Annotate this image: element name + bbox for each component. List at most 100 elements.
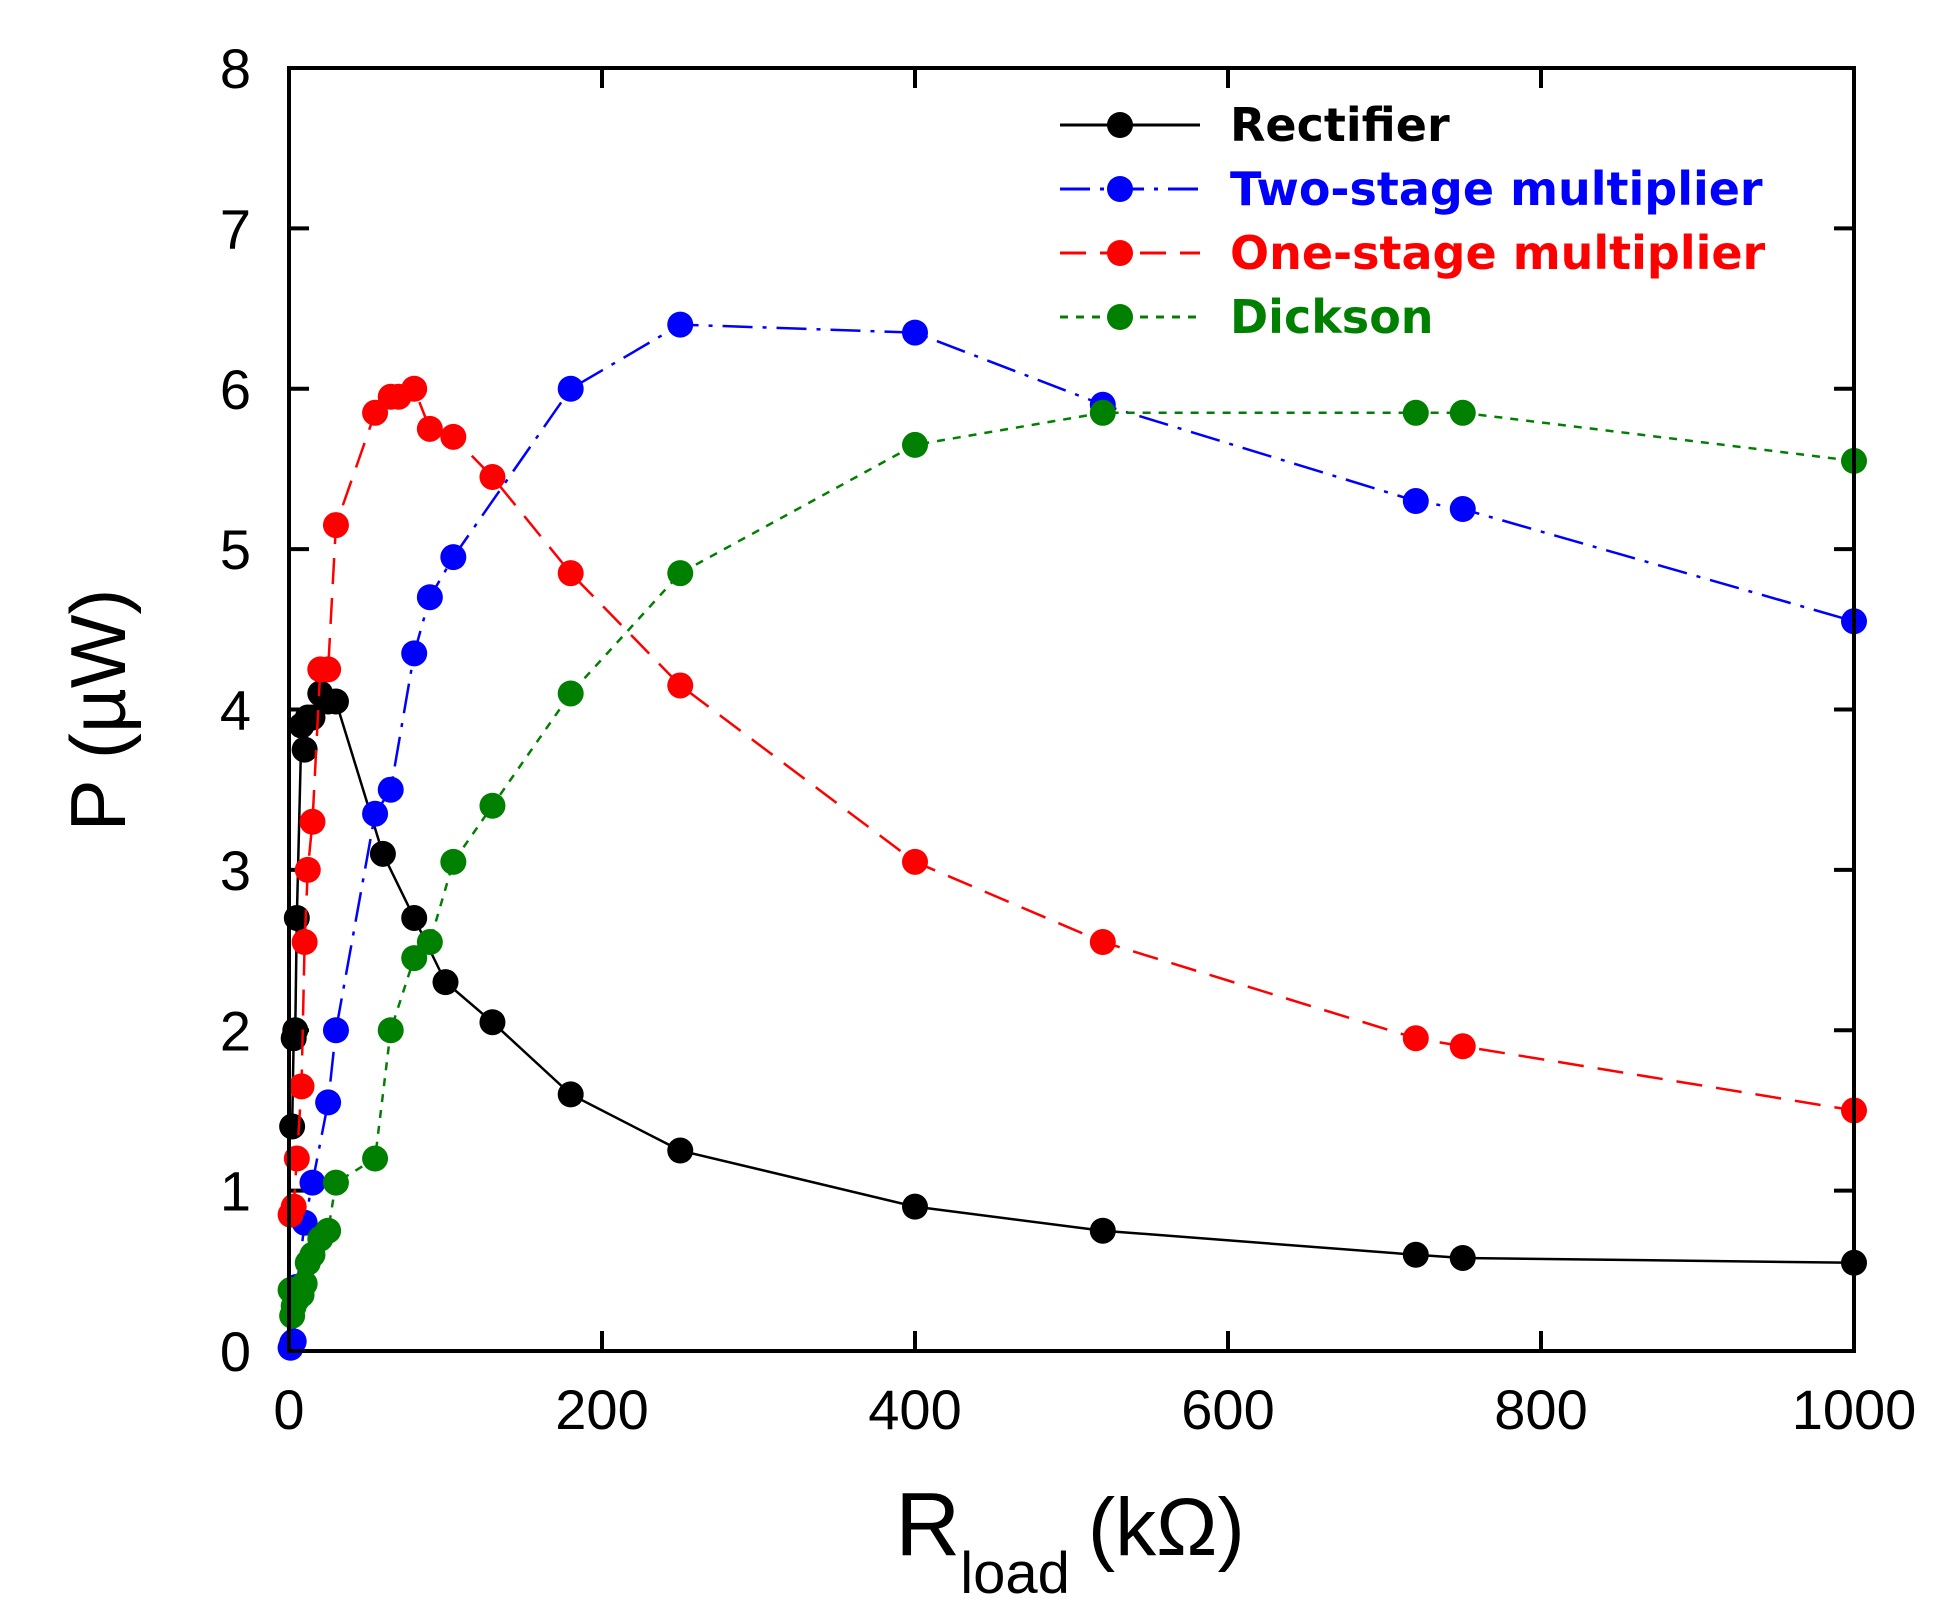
legend-marker-one-stage-multiplier (1107, 240, 1133, 266)
data-point-two-stage-multiplier (1449, 496, 1476, 523)
data-point-two-stage-multiplier (440, 544, 467, 571)
x-axis-title-unit: (kΩ) (1088, 1482, 1245, 1573)
series-two-stage-multiplier (277, 311, 1867, 1361)
data-point-rectifier (279, 1113, 306, 1140)
x-tick-label: 800 (1494, 1378, 1587, 1441)
legend: Rectifier Two-stage multiplier One-stage m… (1060, 98, 1766, 344)
data-point-two-stage-multiplier (322, 1017, 349, 1044)
data-point-rectifier (1402, 1241, 1429, 1268)
data-point-two-stage-multiplier (667, 311, 694, 338)
series-line-one-stage-multiplier (289, 387, 1855, 1216)
data-point-two-stage-multiplier (557, 375, 584, 402)
tick-labels-layer: 0 200 400 600 800 1000 0 1 2 3 4 5 6 7 8 (220, 37, 1916, 1441)
data-point-dickson (362, 1145, 389, 1172)
data-point-dickson (322, 1169, 349, 1196)
data-point-dickson (902, 431, 928, 458)
data-point-rectifier (902, 1193, 928, 1220)
x-axis-title-main: R (895, 1475, 960, 1575)
data-point-rectifier (432, 969, 459, 996)
y-tick-label: 1 (220, 1160, 251, 1223)
y-tick-label: 2 (220, 999, 251, 1062)
x-axis-title: Rload (kΩ) (895, 1475, 1245, 1606)
data-point-dickson (315, 1217, 342, 1244)
data-point-rectifier (401, 904, 428, 931)
y-tick-label: 7 (220, 197, 251, 260)
data-point-dickson (401, 945, 428, 972)
x-tick-label: 600 (1181, 1378, 1274, 1441)
data-point-one-stage-multiplier (1089, 929, 1116, 956)
series-line-dickson (289, 411, 1855, 1316)
y-tick-label: 4 (220, 679, 251, 742)
data-point-one-stage-multiplier (401, 375, 428, 402)
x-tick-label: 1000 (1792, 1378, 1917, 1441)
y-tick-label: 8 (220, 37, 251, 100)
y-axis-title: P (µW) (54, 589, 142, 832)
data-point-two-stage-multiplier (299, 1169, 326, 1196)
data-point-rectifier (282, 1017, 309, 1044)
legend-label-rectifier: Rectifier (1230, 98, 1450, 152)
data-point-two-stage-multiplier (416, 584, 443, 611)
data-point-two-stage-multiplier (401, 640, 428, 667)
data-point-two-stage-multiplier (362, 800, 389, 827)
data-point-one-stage-multiplier (322, 512, 349, 539)
legend-marker-dickson (1107, 304, 1133, 330)
data-point-rectifier (1449, 1244, 1476, 1271)
data-point-rectifier (369, 840, 396, 867)
series-line-rectifier (290, 691, 1855, 1265)
data-point-one-stage-multiplier (479, 463, 506, 490)
data-point-one-stage-multiplier (299, 808, 326, 835)
series-layer (277, 311, 1867, 1361)
series-dickson (277, 399, 1867, 1329)
data-point-dickson (667, 560, 694, 587)
y-tick-label: 5 (220, 518, 251, 581)
y-tick-label: 6 (220, 358, 251, 421)
data-point-dickson (1402, 399, 1429, 426)
plot-frame (287, 66, 1856, 1353)
data-point-one-stage-multiplier (667, 672, 694, 699)
data-point-one-stage-multiplier (1449, 1033, 1476, 1060)
data-point-one-stage-multiplier (294, 856, 321, 883)
data-point-rectifier (667, 1137, 694, 1164)
series-line-two-stage-multiplier (289, 323, 1855, 1349)
data-point-two-stage-multiplier (1402, 488, 1429, 515)
data-point-rectifier (479, 1009, 506, 1036)
y-tick-label: 3 (220, 839, 251, 902)
data-point-one-stage-multiplier (1402, 1025, 1429, 1052)
data-point-dickson (416, 929, 443, 956)
y-tick-label: 0 (220, 1320, 251, 1383)
data-point-dickson (291, 1270, 318, 1297)
legend-label-one-stage-multiplier: One-stage multiplier (1230, 226, 1766, 280)
data-point-one-stage-multiplier (288, 1073, 315, 1100)
legend-marker-rectifier (1107, 112, 1133, 138)
data-point-one-stage-multiplier (557, 560, 584, 587)
data-point-one-stage-multiplier (362, 399, 389, 426)
data-point-two-stage-multiplier (902, 319, 928, 346)
data-point-dickson (557, 680, 584, 707)
data-point-dickson (479, 792, 506, 819)
data-point-one-stage-multiplier (315, 656, 342, 683)
data-point-dickson (1089, 399, 1116, 426)
legend-marker-two-stage-multiplier (1107, 176, 1133, 202)
series-rectifier (279, 680, 1867, 1276)
x-tick-label: 200 (555, 1378, 648, 1441)
data-point-rectifier (322, 688, 349, 715)
x-tick-label: 400 (868, 1378, 961, 1441)
data-point-one-stage-multiplier (280, 1193, 307, 1220)
x-axis-title-subscript: load (960, 1541, 1070, 1606)
data-point-rectifier (557, 1081, 584, 1108)
data-point-dickson (1449, 399, 1476, 426)
data-point-rectifier (291, 736, 318, 763)
data-point-one-stage-multiplier (902, 848, 928, 875)
data-point-dickson (440, 848, 467, 875)
data-point-dickson (377, 1017, 404, 1044)
data-point-one-stage-multiplier (440, 423, 467, 450)
series-one-stage-multiplier (277, 375, 1867, 1228)
data-point-rectifier (1089, 1217, 1116, 1244)
data-point-one-stage-multiplier (291, 929, 318, 956)
data-point-two-stage-multiplier (315, 1089, 342, 1116)
data-point-two-stage-multiplier (377, 776, 404, 803)
x-tick-label: 0 (273, 1378, 304, 1441)
legend-label-dickson: Dickson (1230, 290, 1434, 344)
data-point-one-stage-multiplier (416, 415, 443, 442)
